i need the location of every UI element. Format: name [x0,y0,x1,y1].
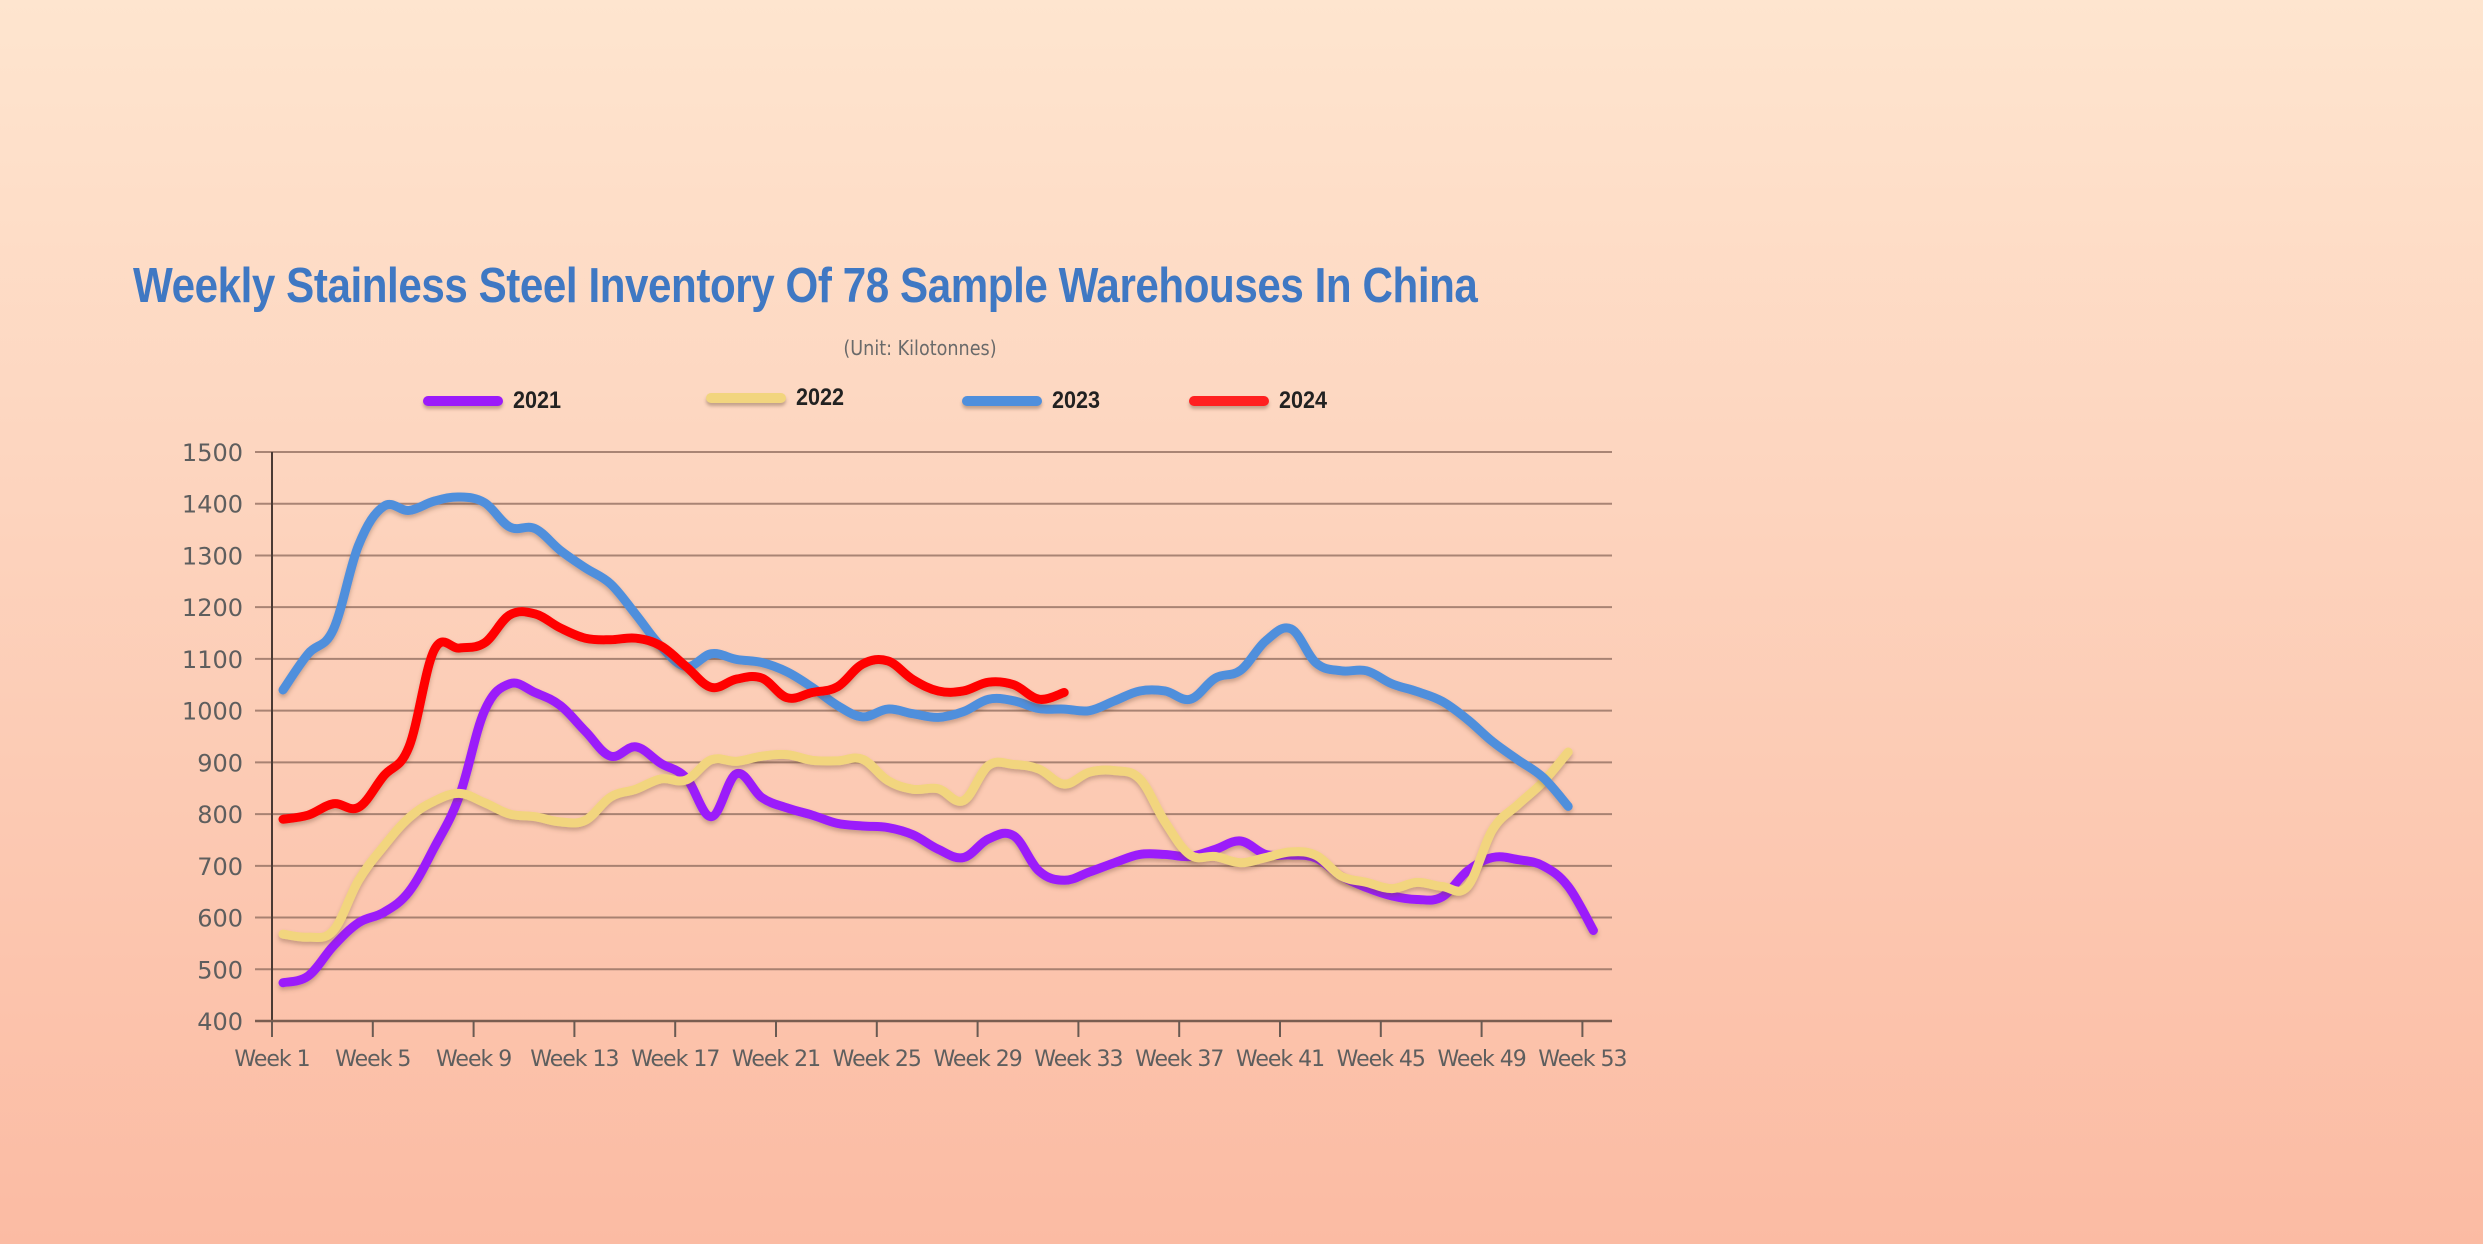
y-axis-ticks: 400 500 600 700 800 900 1000 1100 1200 1300 1400 15… [182,439,243,1036]
x-tick-label: Week 53 [1538,1047,1626,1072]
y-tick-label: 1100 [182,646,243,674]
gridlines [255,451,1612,1022]
legend-swatch-2021 [423,396,503,406]
series-line-2021 [278,678,1598,988]
legend-item-2022: 2022 [706,383,849,413]
y-tick-label: 1200 [182,594,243,622]
series-line-2023 [278,492,1573,811]
legend-label-2022: 2022 [796,384,845,411]
legend-item-2024: 2024 [1189,386,1332,416]
x-axis-ticks: Week 1 Week 5 Week 9 Week 13 Week 17 Week 21 W… [234,1021,1628,1072]
y-tick-label: 700 [197,853,243,881]
y-tick-label: 800 [197,801,243,829]
y-tick-label: 500 [197,956,243,984]
x-tick-label: Week 1 [234,1047,309,1072]
legend-label-2023: 2023 [1052,387,1101,414]
chart-title: Weekly Stainless Steel Inventory Of 78 S… [133,259,1478,313]
y-tick-label: 900 [197,749,243,777]
x-tick-label: Week 21 [732,1047,820,1072]
x-tick-label: Week 37 [1135,1047,1223,1072]
series-line-2022 [278,747,1573,942]
x-tick-label: Week 29 [933,1047,1021,1072]
y-tick-label: 600 [197,905,243,933]
x-tick-label: Week 41 [1236,1047,1324,1072]
legend-label-2021: 2021 [513,387,562,414]
legend-swatch-2022 [706,393,786,403]
y-tick-label: 1300 [182,542,243,570]
y-tick-label: 1000 [182,698,243,726]
y-tick-label: 1500 [182,439,243,467]
legend-swatch-2024 [1189,396,1269,406]
x-tick-label: Week 45 [1337,1047,1425,1072]
x-tick-label: Week 25 [833,1047,921,1072]
series-line-2024 [278,607,1069,824]
x-tick-label: Week 5 [335,1047,410,1072]
series-lines [278,492,1598,988]
axes [255,452,1612,1035]
y-tick-label: 1400 [182,491,243,519]
chart-subtitle: (Unit: Kilotonnes) [843,336,997,360]
legend-item-2021: 2021 [423,386,566,416]
x-tick-label: Week 9 [436,1047,511,1072]
legend-item-2023: 2023 [962,386,1105,416]
x-tick-label: Week 49 [1437,1047,1525,1072]
y-tick-label: 400 [197,1008,243,1036]
x-tick-label: Week 33 [1034,1047,1122,1072]
x-tick-label: Week 17 [631,1047,719,1072]
x-tick-label: Week 13 [530,1047,618,1072]
legend-swatch-2023 [962,396,1042,406]
legend-label-2024: 2024 [1279,387,1328,414]
